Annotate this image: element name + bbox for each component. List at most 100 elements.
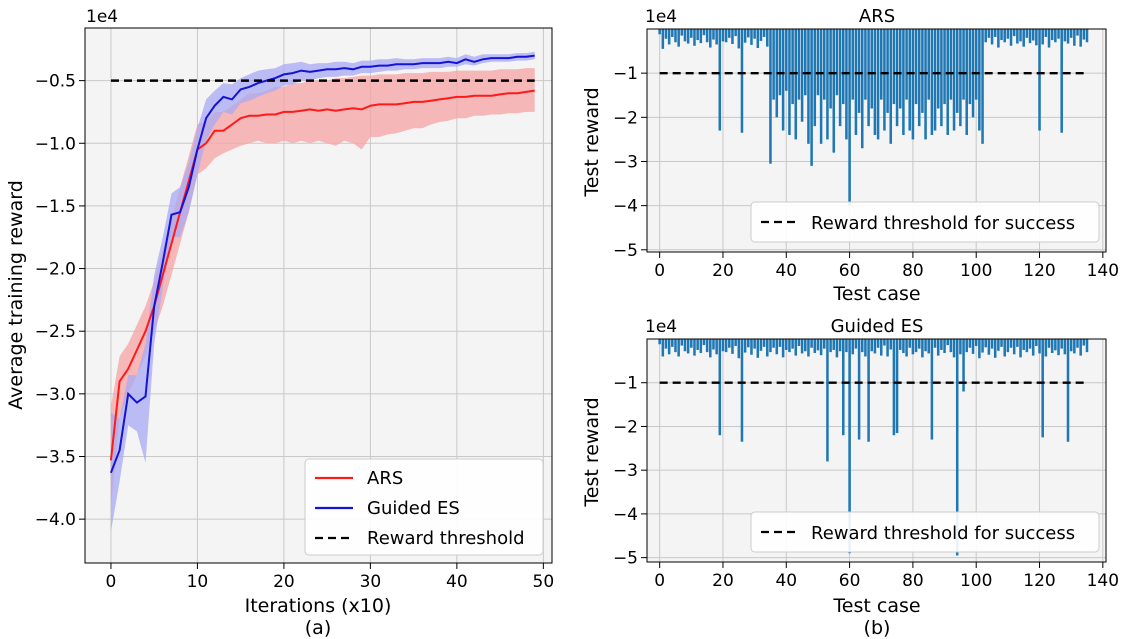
panel-b-bottom-bar (1060, 339, 1063, 349)
panel-b-top-bar (876, 29, 880, 140)
panel-b-top-bar (1019, 29, 1022, 42)
panel-b-top-bar (813, 29, 817, 127)
panel-b-bottom-bar (990, 339, 994, 349)
panel-b-top-bar (917, 29, 921, 127)
panel-b-bottom-bar (680, 339, 684, 346)
panel-b-bottom-bar (1079, 339, 1082, 356)
panel-b-top-bar (810, 29, 813, 166)
panel-b-bottom-bar (759, 339, 763, 351)
panel-b-top-bar (1076, 29, 1079, 36)
panel-b-bottom-y-tick-label: −4 (613, 505, 638, 525)
panel-b-bottom-bar (955, 339, 959, 556)
panel-b-bottom-bar (810, 339, 813, 348)
panel-b-bottom-bar (690, 339, 693, 348)
panel-b-top-bar (930, 29, 934, 135)
panel-b-bottom-y-tick-label: −2 (613, 417, 638, 437)
panel-b-top-y-tick-label: −2 (613, 108, 638, 128)
panel-b-top-bar (1016, 29, 1019, 44)
panel-b-top-legend-label: Reward threshold for success (811, 213, 1075, 234)
panel-b-top-bar (762, 29, 766, 37)
panel-b-top-bar (955, 29, 959, 113)
panel-b-bottom-bar (819, 339, 823, 356)
panel-b-top-bar (883, 29, 886, 131)
panel-b-bottom-bar (1050, 339, 1054, 353)
panel-b-bottom-bar (1006, 339, 1010, 353)
panel-b-top-bar (962, 29, 965, 100)
panel-b-top-bar (1000, 29, 1003, 41)
panel-b-top-bar (978, 29, 981, 131)
panel-b-bottom-bar (667, 339, 671, 355)
series-line-guided-es (109, 54, 535, 474)
panel-b-top-bar (927, 29, 930, 100)
panel-b-top-bar (712, 29, 715, 40)
panel-b-bottom-bar (753, 339, 756, 349)
panel-b-top-bar (705, 29, 709, 43)
panel-b-top-bar (902, 29, 905, 135)
panel-b-top-bar (1054, 29, 1057, 43)
panel-b-bottom-bar (848, 339, 851, 554)
panel-b-bottom-bar (683, 339, 687, 352)
panel-b-bottom-bar (870, 339, 874, 352)
panel-b-top-bar (1073, 29, 1076, 46)
panel-b-top-bar (968, 29, 972, 105)
panel-b-top-bar (1012, 29, 1016, 37)
panel-b-top-bar (772, 29, 775, 100)
panel-b-bottom-bar (772, 339, 775, 348)
panel-b-bottom-bar (731, 339, 734, 354)
panel-b-bottom-bar (800, 339, 804, 354)
panel-b-bottom-bar (889, 339, 893, 350)
panel-b-bottom-bar (769, 339, 772, 353)
panel-b-top-bar (949, 29, 953, 100)
panel-b-bottom-bar (879, 339, 883, 356)
panel-b-top-bar (940, 29, 943, 127)
panel-b-top-bar (908, 29, 911, 131)
panel-b-top-bar (838, 29, 842, 127)
panel-b-bottom-bar (832, 339, 836, 350)
panel-b-top-bar (867, 29, 870, 127)
panel-b-top-bar (1028, 29, 1032, 44)
panel-b-bottom-bar (737, 339, 741, 359)
panel-b-top-bar (804, 29, 807, 96)
panel-b-top-bar (1022, 29, 1025, 47)
panel-b-bottom-bar (930, 339, 934, 440)
panel-b-bottom-y-tick-label: −3 (613, 461, 638, 481)
panel-b-top-bar (753, 29, 756, 39)
panel-b-bottom-x-tick-label: 80 (902, 571, 924, 591)
panel-b-bottom-bar (883, 339, 886, 346)
panel-b-bottom-bar (715, 339, 718, 355)
panel-b-bottom-bar (1044, 339, 1048, 357)
panel-b-bottom-bar (851, 339, 855, 355)
panel-b-top-bar (845, 29, 848, 140)
panel-b-bottom-bar (750, 339, 753, 355)
panel-b-bottom-bar (1076, 339, 1079, 348)
panel-b-top-bar (1025, 29, 1029, 38)
panel-b-bottom-bar (1057, 339, 1060, 356)
panel-b-bottom-bar (766, 339, 769, 357)
panel-b-bottom-bar (1041, 339, 1044, 438)
panel-a-caption: (a) (305, 617, 331, 639)
panel-b-bottom-bar (781, 339, 785, 358)
panel-b-top-bar (743, 29, 747, 43)
panel-b-top-bar (680, 29, 684, 36)
panel-b-bottom-bar (959, 339, 962, 355)
panel-b-top-x-tick-label: 100 (960, 261, 992, 281)
panel-b-bottom-bar (762, 339, 766, 347)
panel-b-bottom-bar (1016, 339, 1019, 347)
panel-b-bottom-bar (921, 339, 924, 358)
series-band-ars (110, 68, 535, 507)
panel-b-top-bar (870, 29, 874, 109)
panel-b-top-x-tick-label: 40 (775, 261, 797, 281)
panel-b-top-bar (759, 29, 763, 41)
panel-b-top-plot-border (646, 28, 1107, 253)
panel-b-bottom-bar (709, 339, 712, 358)
panel-b-bottom-bar (1038, 339, 1041, 354)
panel-b-top-bar (816, 29, 820, 96)
panel-b-bottom-bar (914, 339, 918, 353)
panel-b-top-bar (794, 29, 798, 140)
panel-b-bottom-bar (1063, 339, 1067, 355)
panel-b-bottom-bar (971, 339, 975, 354)
panel-b-top-bar (990, 29, 994, 45)
panel-b-top-bar (943, 29, 946, 105)
panel-b-bottom-x-tick-label: 60 (839, 571, 861, 591)
